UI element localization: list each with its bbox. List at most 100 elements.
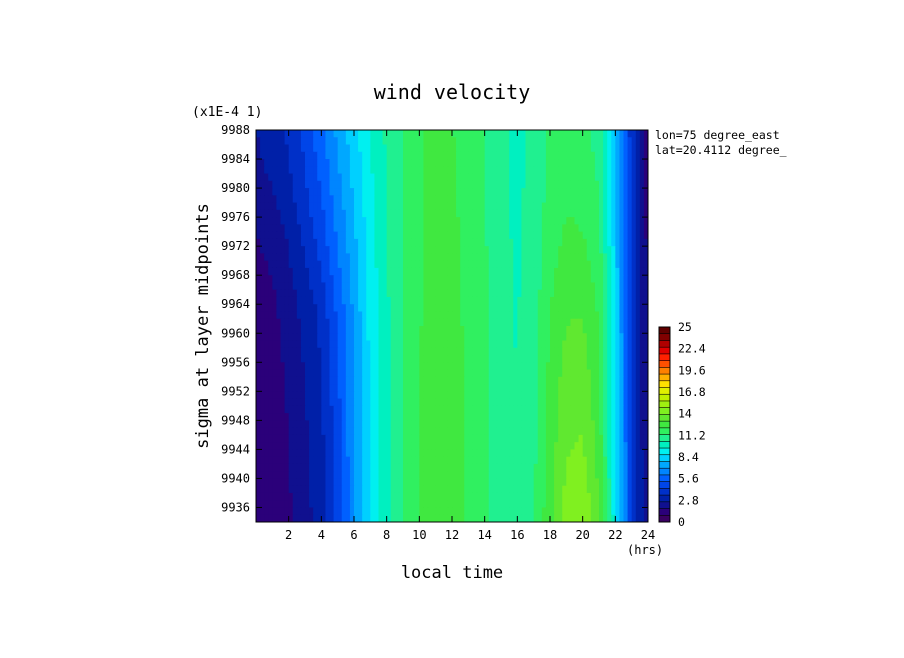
heatmap-cell xyxy=(411,296,416,305)
heatmap-cell xyxy=(280,442,286,451)
heatmap-cell xyxy=(529,173,535,182)
heatmap-cell xyxy=(268,195,273,204)
heatmap-cell xyxy=(378,333,384,342)
heatmap-cell xyxy=(321,485,327,494)
heatmap-cell xyxy=(529,442,535,451)
heatmap-cell xyxy=(562,188,567,196)
heatmap-cell xyxy=(305,275,310,284)
heatmap-cell xyxy=(431,166,437,175)
heatmap-cell xyxy=(586,485,592,494)
heatmap-cell xyxy=(415,267,420,276)
heatmap-cell xyxy=(623,253,629,262)
heatmap-cell xyxy=(505,471,510,480)
heatmap-cell xyxy=(545,224,551,233)
heatmap-cell xyxy=(280,130,286,138)
heatmap-cell xyxy=(578,209,584,218)
heatmap-cell xyxy=(607,188,612,196)
heatmap-cell xyxy=(256,282,261,291)
heatmap-cell xyxy=(509,442,514,451)
heatmap-cell xyxy=(390,434,396,443)
heatmap-cell xyxy=(288,391,294,400)
heatmap-cell xyxy=(260,195,265,204)
heatmap-cell xyxy=(300,369,306,378)
heatmap-cell xyxy=(349,362,355,371)
heatmap-cell xyxy=(484,282,490,291)
heatmap-cell xyxy=(505,296,510,305)
heatmap-cell xyxy=(607,478,612,487)
heatmap-cell xyxy=(321,413,327,421)
heatmap-cell xyxy=(317,137,322,146)
heatmap-cell xyxy=(362,398,367,407)
heatmap-cell xyxy=(403,180,408,189)
heatmap-cell xyxy=(578,173,584,182)
heatmap-cell xyxy=(276,159,282,167)
heatmap-cell xyxy=(264,492,269,501)
heatmap-cell xyxy=(354,449,359,458)
heatmap-cell xyxy=(337,384,343,392)
heatmap-cell xyxy=(566,384,572,392)
heatmap-cell xyxy=(452,231,457,240)
heatmap-cell xyxy=(362,463,367,472)
heatmap-cell xyxy=(439,246,445,255)
heatmap-cell xyxy=(599,318,604,327)
heatmap-cell xyxy=(349,231,355,240)
heatmap-cell xyxy=(256,275,261,284)
heatmap-cell xyxy=(439,442,445,451)
heatmap-cell xyxy=(358,333,363,342)
heatmap-cell xyxy=(545,413,551,421)
heatmap-cell xyxy=(415,130,420,138)
heatmap-cell xyxy=(505,260,510,269)
heatmap-cell xyxy=(390,289,396,298)
heatmap-cell xyxy=(272,209,278,218)
heatmap-cell xyxy=(615,253,621,262)
heatmap-cell xyxy=(599,311,604,320)
heatmap-cell xyxy=(480,369,486,378)
heatmap-cell xyxy=(525,296,531,305)
heatmap-cell xyxy=(280,173,286,182)
heatmap-cell xyxy=(276,347,282,356)
heatmap-cell xyxy=(566,355,572,363)
heatmap-cell xyxy=(590,195,596,204)
heatmap-cell xyxy=(403,384,408,392)
heatmap-cell xyxy=(509,217,514,225)
heatmap-cell xyxy=(280,209,286,218)
heatmap-cell xyxy=(386,398,392,407)
heatmap-cell xyxy=(452,151,457,160)
heatmap-cell xyxy=(488,413,494,421)
heatmap-cell xyxy=(260,347,265,356)
heatmap-cell xyxy=(403,304,408,313)
heatmap-cell xyxy=(284,456,290,465)
heatmap-cell xyxy=(501,151,506,160)
heatmap-cell xyxy=(525,391,531,400)
heatmap-cell xyxy=(443,434,449,443)
heatmap-cell xyxy=(337,449,343,458)
heatmap-cell xyxy=(570,260,576,269)
heatmap-cell xyxy=(509,434,514,443)
heatmap-cell xyxy=(370,209,376,218)
heatmap-cell xyxy=(403,275,408,284)
heatmap-cell xyxy=(423,456,429,465)
heatmap-cell xyxy=(370,413,376,421)
heatmap-cell xyxy=(558,209,563,218)
heatmap-cell xyxy=(309,391,314,400)
heatmap-cell xyxy=(407,405,412,414)
heatmap-cell xyxy=(407,217,412,225)
heatmap-cell xyxy=(594,318,600,327)
heatmap-cell xyxy=(256,413,261,421)
heatmap-cell xyxy=(541,456,547,465)
heatmap-cell xyxy=(280,355,286,363)
heatmap-cell xyxy=(607,173,612,182)
heatmap-cell xyxy=(603,209,608,218)
heatmap-cell xyxy=(554,413,559,421)
heatmap-cell xyxy=(358,224,363,233)
heatmap-cell xyxy=(415,478,420,487)
heatmap-cell xyxy=(394,391,400,400)
heatmap-cell xyxy=(603,333,608,342)
heatmap-cell xyxy=(443,376,449,385)
heatmap-cell xyxy=(586,188,592,196)
heatmap-cell xyxy=(635,253,641,262)
heatmap-cell xyxy=(394,434,400,443)
heatmap-cell xyxy=(272,260,278,269)
heatmap-cell xyxy=(639,326,645,334)
heatmap-cell xyxy=(513,166,518,175)
